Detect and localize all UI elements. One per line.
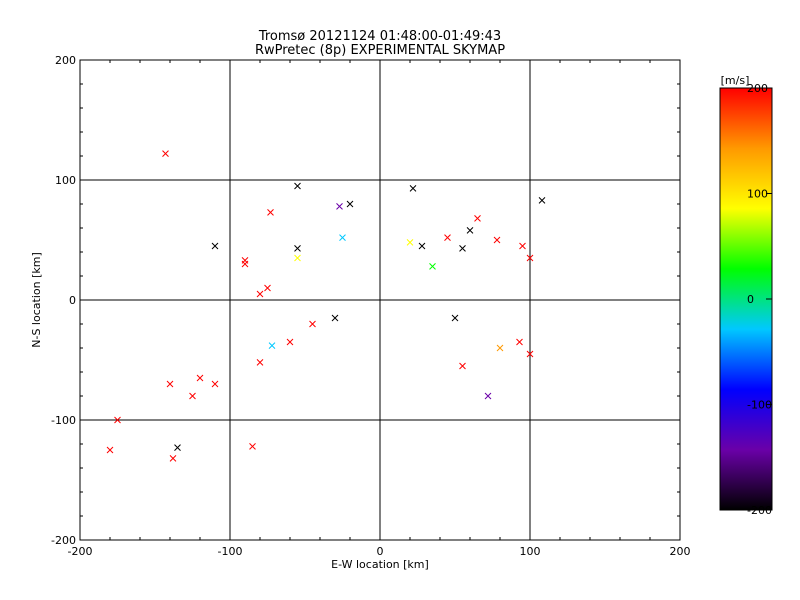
colorbar-tick-label: -200 [747, 504, 772, 517]
x-marker [174, 444, 181, 451]
x-marker [264, 284, 271, 292]
x-marker [484, 392, 492, 400]
x-marker [256, 290, 264, 298]
x-marker [526, 254, 534, 262]
x-marker [444, 234, 451, 241]
x-marker [409, 185, 417, 192]
colorbar-tick-label: 100 [747, 188, 768, 201]
chart-title: Tromsø 20121124 01:48:00-01:49:43 [258, 29, 501, 44]
x-marker [268, 342, 276, 349]
colorbar-tick-label: 0 [747, 293, 754, 306]
x-marker [189, 392, 196, 400]
colorbar-tick-label: 200 [747, 82, 768, 95]
x-tick-label: 200 [670, 545, 691, 558]
x-marker [339, 234, 346, 241]
x-marker [474, 215, 481, 222]
x-marker [294, 254, 301, 262]
x-marker [241, 260, 249, 268]
x-marker [211, 380, 219, 388]
x-marker [451, 314, 459, 322]
x-tick-label: 100 [520, 545, 541, 558]
data-points [106, 150, 546, 462]
x-marker [459, 362, 466, 370]
x-tick-label: 0 [377, 545, 384, 558]
x-marker [418, 242, 426, 250]
x-marker [331, 314, 339, 322]
x-tick-label: -100 [218, 545, 243, 558]
x-tick-label: -200 [68, 545, 93, 558]
x-marker [267, 209, 274, 216]
x-marker [516, 338, 523, 346]
x-marker [538, 197, 546, 204]
x-marker [106, 446, 114, 454]
x-marker [406, 239, 414, 246]
x-marker [493, 236, 501, 244]
x-marker [249, 443, 256, 450]
y-tick-label: -200 [51, 534, 76, 547]
x-marker [466, 227, 474, 234]
plot-area [80, 60, 680, 540]
colorbar: [m/s] 200 100 0 -100 -200 [719, 74, 773, 517]
x-marker [294, 182, 301, 190]
x-marker [286, 338, 294, 346]
x-marker [309, 320, 316, 328]
y-tick-label: 200 [55, 54, 76, 67]
chart-subtitle: RwPretec (8p) EXPERIMENTAL SKYMAP [255, 43, 505, 58]
x-marker [459, 245, 466, 252]
colorbar-gradient [719, 87, 773, 511]
x-marker [294, 245, 301, 252]
x-marker [211, 242, 219, 250]
x-marker [336, 203, 343, 210]
x-marker [114, 416, 121, 424]
x-marker [519, 242, 526, 250]
x-axis-title: E-W location [km] [331, 558, 429, 571]
x-marker [256, 359, 264, 366]
colorbar-tick-label: -100 [747, 399, 772, 412]
x-marker [526, 350, 534, 358]
x-marker [429, 263, 436, 270]
colorbar-label: [m/s] [721, 74, 750, 87]
y-tick-label: 100 [55, 174, 76, 187]
y-tick-label: -100 [51, 414, 76, 427]
x-marker [346, 200, 354, 208]
y-axis-title: N-S location [km] [30, 252, 43, 348]
x-marker [196, 374, 204, 382]
x-marker [169, 455, 177, 462]
x-marker [162, 150, 169, 157]
x-marker [166, 380, 174, 388]
axes: -200 -100 0 100 200 200 100 0 -100 -200 [51, 54, 690, 558]
x-marker [496, 344, 504, 352]
y-tick-label: 0 [69, 294, 76, 307]
